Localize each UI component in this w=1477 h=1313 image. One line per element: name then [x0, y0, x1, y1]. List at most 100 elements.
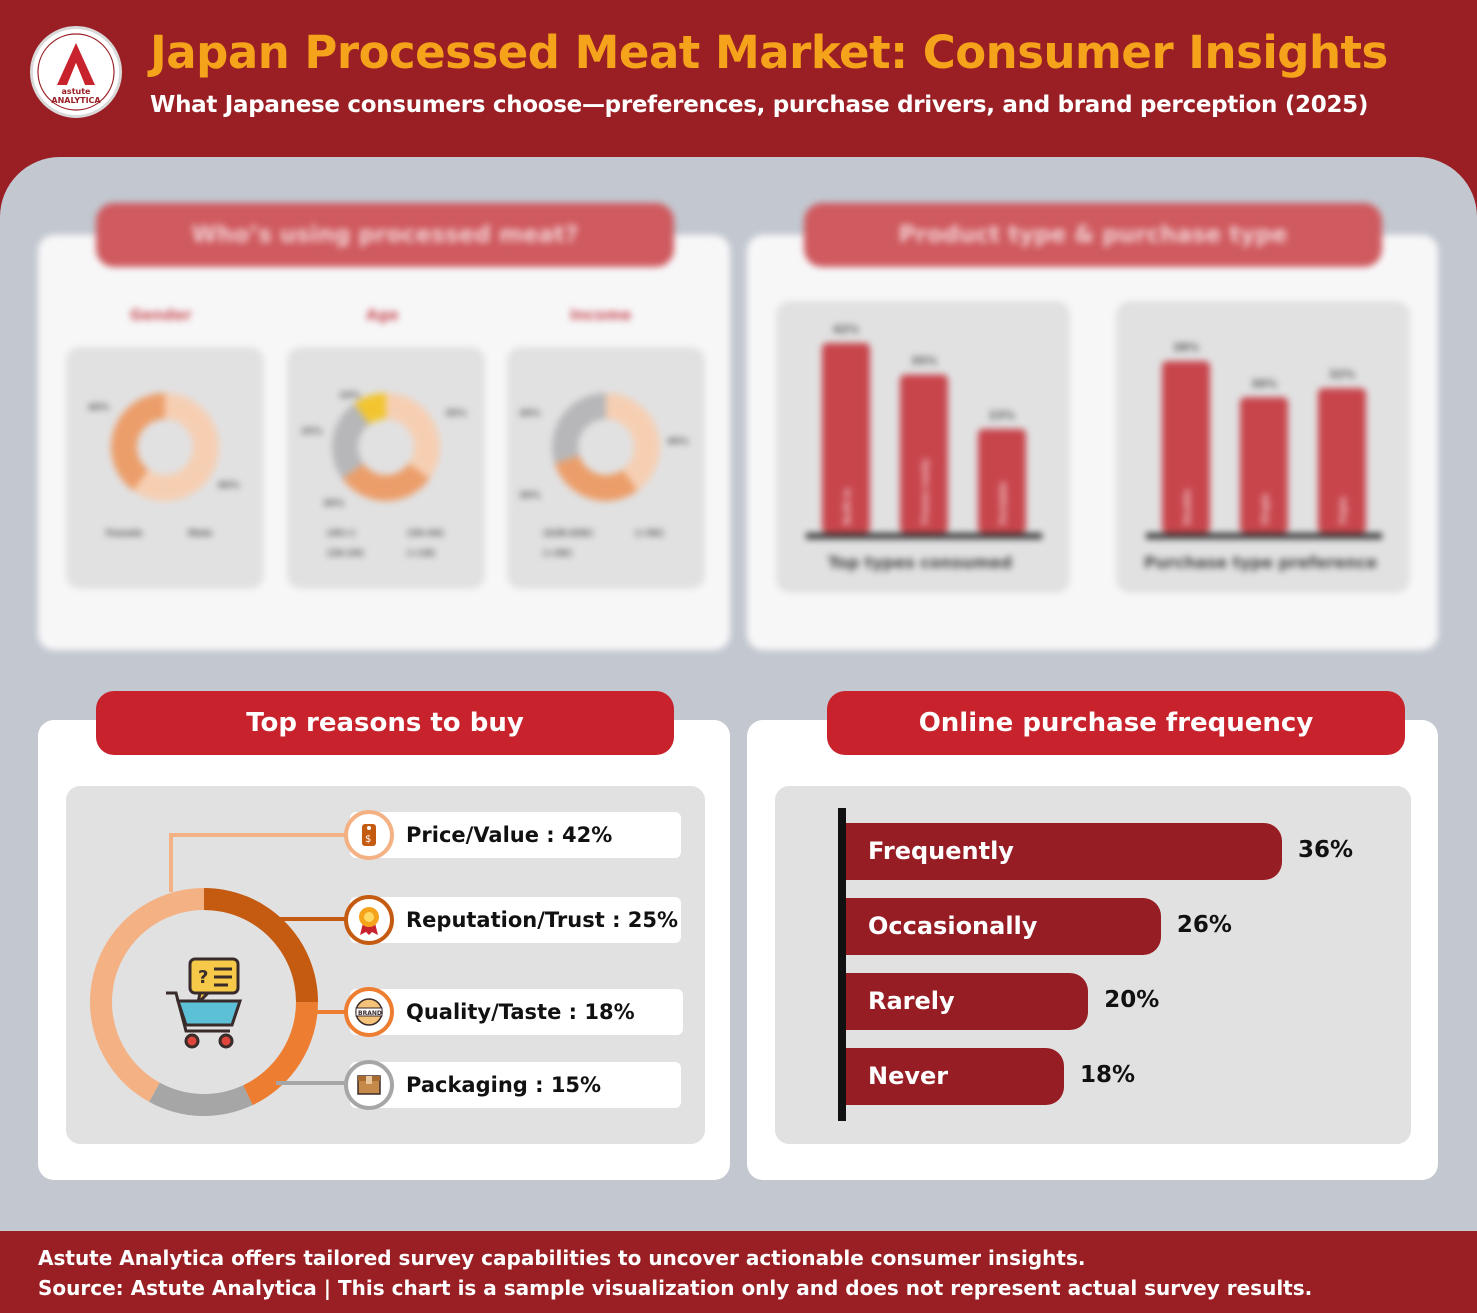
gender-slice-0 [133, 393, 220, 501]
top-types-bar-chart: 42% Built-in 35% Freeze-ready 23% Portable [806, 323, 1042, 539]
age-slice-3 [354, 393, 386, 425]
purchase-bar-label-1: 30% [1251, 377, 1277, 390]
types-bar-name-0: Built-in [843, 488, 853, 525]
income-slice-0 [606, 393, 660, 491]
top-types-caption: Top types consumed [828, 553, 1013, 572]
package-box-icon [344, 1060, 394, 1110]
types-baseline [806, 533, 1042, 539]
gender-slice-1 [111, 393, 165, 491]
age-legend-30-44: (30-44) [407, 529, 445, 539]
astute-analytica-logo: astute ANALYTICA [30, 26, 122, 118]
purchase-bar-name-1: Single [1261, 493, 1271, 525]
frequency-value-never: 18% [1080, 1062, 1136, 1088]
age-slice-0 [386, 393, 440, 479]
purchase-type-bar-chart: 38% Double 30% Single 32% Triple [1146, 341, 1382, 539]
age-under18-value: 10% [339, 391, 361, 401]
income-legend-3k5k: ($3K-$5K) [543, 529, 594, 539]
gender-female-value: 60% [218, 481, 240, 491]
reason-reputation-label: Reputation/Trust : 25% [350, 897, 681, 943]
svg-text:?: ? [198, 967, 208, 988]
purchase-bar-label-2: 32% [1329, 368, 1355, 381]
brand-seal-icon: BRAND [344, 987, 394, 1037]
types-bar-label-1: 35% [911, 355, 937, 368]
purchase-bar-name-0: Double [1183, 489, 1193, 525]
purchase-bar-2 [1318, 388, 1366, 533]
income-label: Income [570, 306, 632, 324]
frequency-bar-occasionally: Occasionally [846, 898, 1161, 955]
price-connector [169, 833, 346, 892]
footer-line-2: Source: Astute Analytica | This chart is… [38, 1276, 1313, 1300]
frequency-bar-frequently: Frequently [846, 823, 1282, 880]
reasons-slice-0 [89, 888, 204, 1102]
purchase-type-card: 38% Double 30% Single 32% Triple Purchase typ… [1116, 301, 1410, 593]
top-types-card: 42% Built-in 35% Freeze-ready 23% Portable To… [776, 301, 1070, 593]
types-bar-name-1: Freeze-ready [921, 459, 931, 525]
frequency-panel-heading: Online purchase frequency [827, 691, 1405, 755]
frequency-bar-rarely: Rarely [846, 973, 1089, 1030]
page-subtitle: What Japanese consumers choose—preferenc… [150, 92, 1369, 118]
gender-donut [111, 393, 220, 501]
reason-price-label: Price/Value : 42% [350, 812, 681, 858]
purchase-bar-1 [1240, 397, 1288, 533]
income-card: 40% 30% 30% ($3K-$5K) (>5K) (<3K) [507, 347, 705, 589]
reasons-slice-2 [243, 1002, 318, 1106]
who-panel-heading: Who’s using processed meat? [96, 203, 674, 267]
frequency-value-rarely: 20% [1104, 987, 1160, 1013]
footer-line-1: Astute Analytica offers tailored survey … [38, 1246, 1086, 1270]
age-20-29-value: 25% [301, 427, 323, 437]
age-label: Age [366, 306, 399, 324]
logo-name: astute [61, 87, 91, 96]
frequency-value-occasionally: 26% [1176, 912, 1232, 938]
age-legend-under18: (<18) [407, 549, 436, 559]
logo-brand: ANALYTICA [51, 96, 101, 105]
reasons-panel-heading: Top reasons to buy [96, 691, 674, 755]
footer: Astute Analytica offers tailored survey … [38, 1243, 1312, 1303]
income-over5k-value: 30% [519, 491, 541, 501]
age-donut [332, 393, 440, 501]
price-tag-icon: $ [344, 810, 394, 860]
purchase-bar-label-0: 38% [1173, 341, 1199, 354]
cart-icon: ? [160, 955, 250, 1050]
frequency-value-frequently: 36% [1298, 837, 1354, 863]
types-bar-1 [900, 374, 948, 533]
frequency-axis [838, 808, 846, 1121]
income-slice-2 [552, 393, 606, 464]
age-45plus-value: 35% [445, 409, 467, 419]
gender-label: Gender [130, 306, 192, 324]
gender-male-value: 40% [88, 403, 110, 413]
reasons-donut-chart [89, 833, 346, 1116]
gender-legend-male: Male [188, 529, 213, 539]
svg-text:BRAND: BRAND [358, 1010, 382, 1017]
reason-quality-label: Quality/Taste : 18% [350, 989, 683, 1035]
age-legend-45plus: (45+) [327, 529, 356, 539]
types-bar-0 [822, 343, 870, 533]
award-badge-icon [344, 895, 394, 945]
age-30-44-value: 30% [323, 499, 345, 509]
page-title: Japan Processed Meat Market: Consumer In… [150, 26, 1388, 79]
purchase-bar-0 [1162, 361, 1210, 533]
age-legend-20-29: (20-29) [327, 549, 365, 559]
blurred-top-region: Who’s using processed meat? Gender Age I… [38, 203, 1438, 650]
gender-legend-female: Female [106, 529, 143, 539]
purchase-baseline [1146, 533, 1382, 539]
income-3k5k-value: 40% [667, 437, 689, 447]
income-under3k-value: 30% [519, 409, 541, 419]
frequency-bar-never: Never [846, 1048, 1064, 1105]
purchase-bar-name-2: Triple [1339, 497, 1349, 525]
gender-card: 40% 60% Female Male [66, 347, 264, 589]
age-slice-1 [342, 463, 430, 501]
income-legend-over5k: (>5K) [635, 529, 665, 539]
reason-packaging-label: Packaging : 15% [350, 1062, 681, 1108]
types-bar-label-0: 42% [833, 323, 859, 336]
age-card: 35% 30% 25% 10% (45+) (30-44) (20-29) (<… [287, 347, 485, 589]
income-legend-under3k: (<3K) [543, 549, 573, 559]
purchase-type-caption: Purchase type preference [1144, 553, 1378, 572]
types-bar-2 [978, 428, 1026, 533]
types-bar-label-2: 23% [989, 409, 1015, 422]
income-slice-1 [554, 455, 638, 501]
product-panel-heading: Product type & purchase type [804, 203, 1382, 267]
svg-text:$: $ [365, 834, 371, 845]
reasons-slice-1 [204, 888, 318, 1002]
header: astute ANALYTICA Japan Processed Meat Ma… [0, 0, 1477, 160]
income-donut [552, 393, 660, 501]
